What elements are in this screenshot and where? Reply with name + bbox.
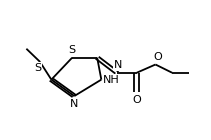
Text: S: S <box>69 45 76 55</box>
Text: S: S <box>34 63 41 73</box>
Text: O: O <box>154 52 162 62</box>
Text: NH: NH <box>103 75 120 85</box>
Text: O: O <box>132 94 141 104</box>
Text: N: N <box>114 60 122 70</box>
Text: N: N <box>70 99 78 109</box>
